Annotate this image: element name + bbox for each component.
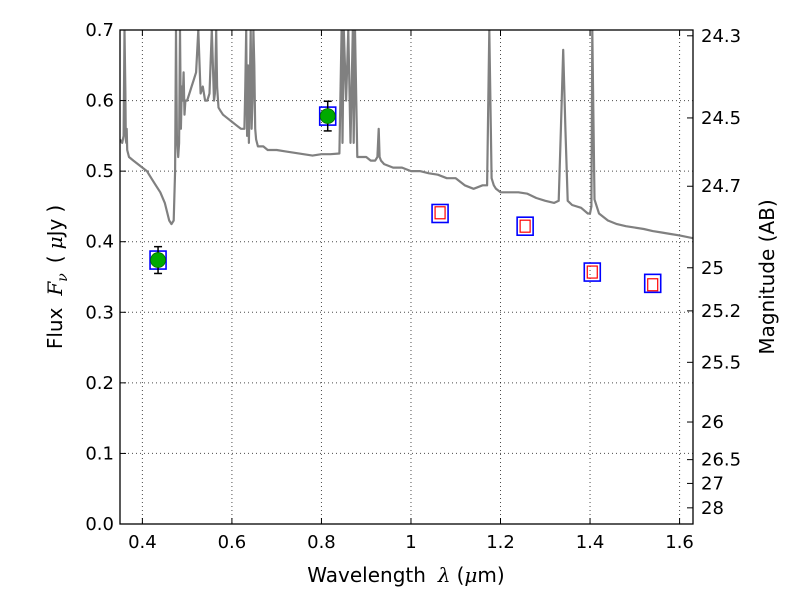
model-point-red	[519, 219, 531, 233]
x-tick-label: 1.4	[576, 532, 605, 553]
y-tick-label: 0.6	[85, 91, 114, 112]
model-point-blue	[583, 262, 602, 282]
plot-frame	[119, 29, 694, 525]
grid-lines	[120, 29, 693, 525]
y2-tick-label: 28	[701, 498, 724, 519]
y2-tick-label: 26.5	[701, 450, 741, 471]
y-axis-label: FluxFν(μJy)	[43, 205, 71, 349]
y-tick-label: 0.2	[85, 373, 114, 394]
spectrum-layer	[120, 30, 693, 240]
model-point-red	[647, 278, 659, 292]
y-tick-label: 0.7	[85, 20, 114, 41]
y-tick-label: 0.3	[85, 302, 114, 323]
x-tick-label: 1.2	[486, 532, 515, 553]
x-axis-label: Wavelength λ (μm)	[307, 563, 504, 587]
x-tick-label: 0.8	[307, 532, 336, 553]
model-point-red	[434, 206, 446, 220]
y2-tick-label: 25	[701, 258, 724, 279]
observed-point	[319, 108, 336, 124]
y2-tick-label: 24.5	[701, 108, 741, 129]
model-point-blue	[431, 203, 449, 224]
tick-labels: 0.4 0.6 0.8 1 1.2 1.4 1.6 0.0 0.1 0.2 0.3 0.4 0.5 0.6…	[85, 20, 741, 553]
y-tick-label: 0.1	[85, 443, 114, 464]
y2-tick-label: 24.3	[701, 26, 741, 47]
model-point-blue	[643, 273, 662, 294]
observed-point	[150, 252, 166, 268]
x-tick-label: 0.4	[128, 532, 157, 553]
model-point-red	[586, 265, 598, 279]
y-tick-label: 0.4	[85, 232, 114, 253]
x-tick-label: 1.6	[665, 532, 694, 553]
x-tick-label: 0.6	[218, 532, 247, 553]
y-tick-label: 0.0	[85, 514, 114, 535]
y2-tick-label: 25.5	[701, 352, 741, 373]
points-layer	[149, 100, 662, 294]
y2-tick-label: 26	[701, 412, 724, 433]
tick-marks	[120, 29, 693, 525]
y2-tick-label: 27	[701, 473, 724, 494]
y2-tick-label: 25.2	[701, 301, 741, 322]
model-spectrum-line	[120, 30, 693, 240]
y2-tick-label: 24.7	[701, 176, 741, 197]
x-tick-label: 1	[405, 532, 416, 553]
model-point-blue	[516, 216, 534, 236]
y2-axis-label: Magnitude (AB)	[755, 199, 779, 354]
y-tick-label: 0.5	[85, 161, 114, 182]
